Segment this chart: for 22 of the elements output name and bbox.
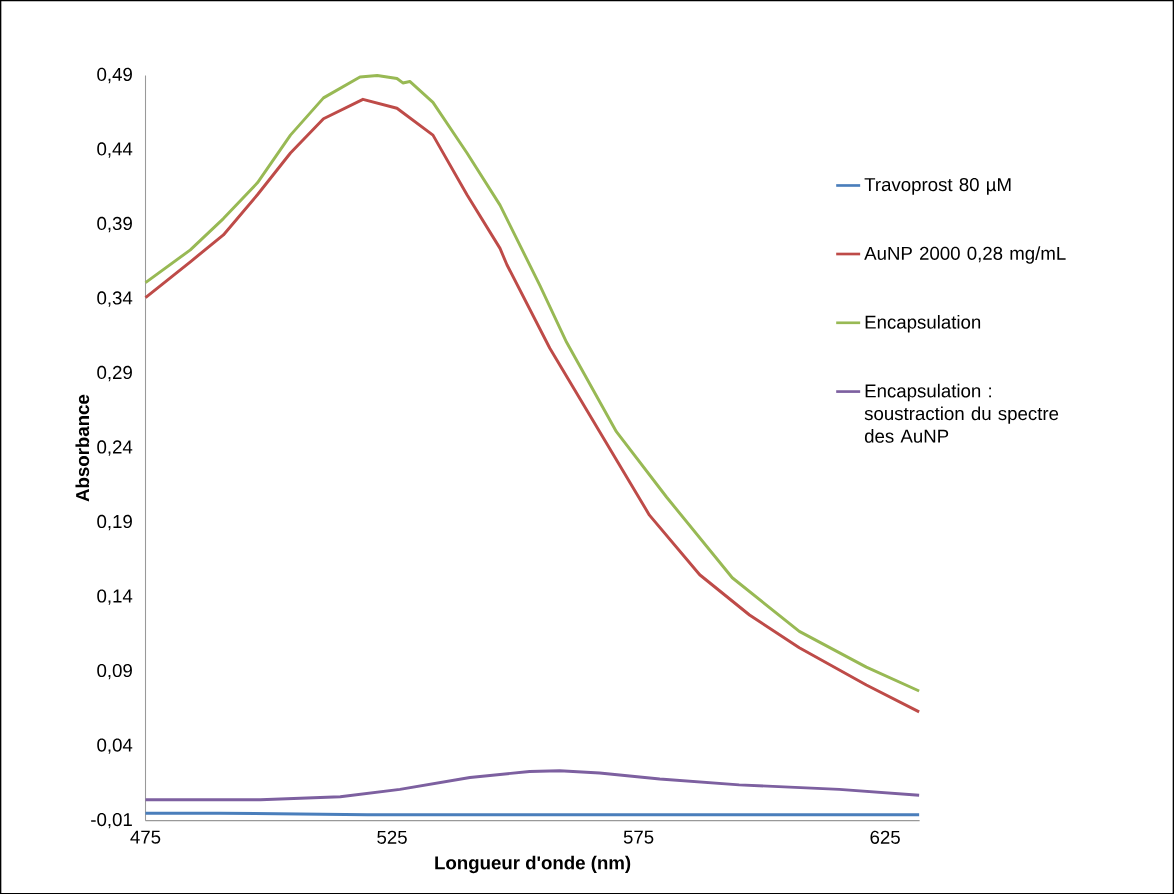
x-tick-label: 475: [130, 830, 161, 844]
y-tick-label: 0,49: [97, 67, 132, 84]
x-tick-label: 525: [377, 830, 407, 844]
x-tick-label: 575: [623, 830, 654, 844]
legend-label: Travoprost 80 µM: [864, 177, 1011, 195]
y-tick-label: 0,39: [97, 216, 132, 233]
x-axis-title: Longueur d'onde (nm): [435, 855, 631, 873]
x-tick-label: 625: [870, 830, 900, 844]
y-tick-label: 0,09: [97, 663, 132, 680]
y-tick-label: 0,44: [97, 142, 133, 158]
y-tick-label: 0,04: [97, 738, 133, 754]
legend-label: Encapsulation : soustraction du spectre des AuNP: [864, 383, 1059, 443]
y-tick-label: 0,24: [97, 440, 133, 456]
legend-label: Encapsulation: [865, 314, 981, 333]
legend-label: AuNP 2000 0,28 mg/mL: [864, 246, 1066, 264]
y-tick-label: 0,29: [97, 365, 132, 382]
y-tick-label: 0,14: [97, 589, 133, 605]
y-tick-label: 0,34: [97, 291, 133, 307]
y-axis-title: Absorbance: [75, 394, 90, 502]
y-tick-label: 0,19: [97, 514, 132, 531]
y-tick-label: -0,01: [91, 812, 132, 829]
line-series: [144, 769, 921, 802]
